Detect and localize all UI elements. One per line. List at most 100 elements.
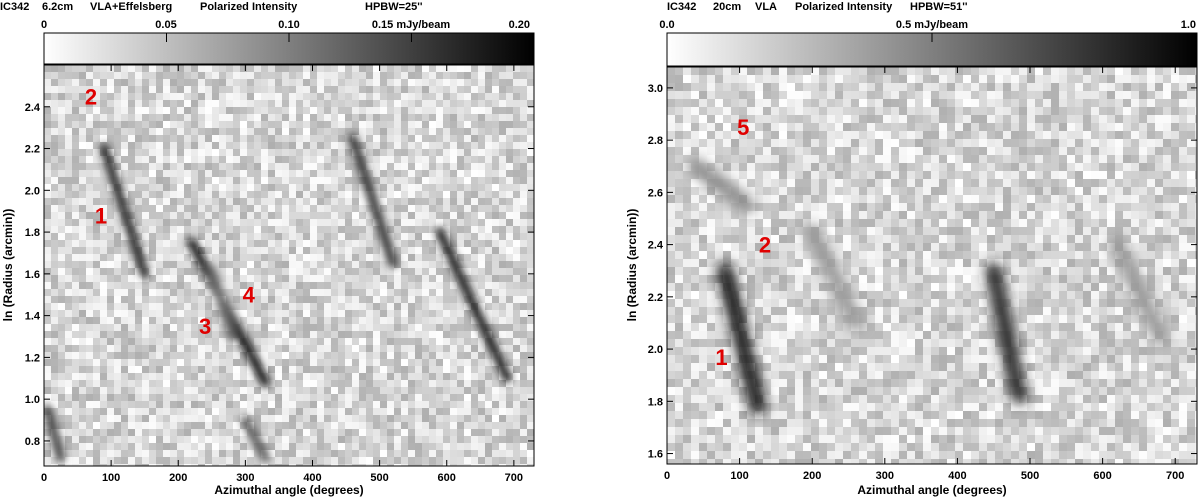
heatmap-cell xyxy=(317,170,324,177)
heatmap-cell xyxy=(86,240,93,247)
heatmap-cell xyxy=(163,205,170,212)
heatmap-cell xyxy=(338,149,345,156)
heatmap-cell xyxy=(177,457,184,464)
heatmap-cell xyxy=(303,310,310,317)
heatmap-cell xyxy=(699,131,707,139)
heatmap-cell xyxy=(212,331,219,338)
heatmap-cell xyxy=(156,135,163,142)
heatmap-cell xyxy=(212,142,219,149)
heatmap-cell xyxy=(79,135,86,142)
heatmap-cell xyxy=(955,139,963,147)
header-quantity: Polarized Intensity xyxy=(795,1,893,13)
heatmap-cell xyxy=(184,107,191,114)
heatmap-cell xyxy=(359,86,366,93)
heatmap-cell xyxy=(429,233,436,240)
heatmap-cell xyxy=(979,107,987,115)
heatmap-cell xyxy=(317,296,324,303)
heatmap-cell xyxy=(226,135,233,142)
heatmap-cell xyxy=(899,163,907,171)
heatmap-cell xyxy=(499,142,506,149)
heatmap-cell xyxy=(303,324,310,331)
heatmap-cell xyxy=(317,233,324,240)
heatmap-cell xyxy=(51,394,58,401)
heatmap-cell xyxy=(422,79,429,86)
heatmap-cell xyxy=(1107,83,1115,91)
heatmap-cell xyxy=(373,233,380,240)
heatmap-cell xyxy=(436,261,443,268)
heatmap-cell xyxy=(1179,99,1187,107)
heatmap-cell xyxy=(205,107,212,114)
heatmap-cell xyxy=(100,436,107,443)
heatmap-cell xyxy=(464,338,471,345)
heatmap-cell xyxy=(107,443,114,450)
heatmap-cell xyxy=(345,86,352,93)
heatmap-cell xyxy=(205,177,212,184)
heatmap-cell xyxy=(485,303,492,310)
heatmap-cell xyxy=(275,457,282,464)
heatmap-cell xyxy=(282,72,289,79)
heatmap-cell xyxy=(436,401,443,408)
heatmap-cell xyxy=(359,408,366,415)
heatmap-cell xyxy=(93,310,100,317)
heatmap-cell xyxy=(492,72,499,79)
heatmap-cell xyxy=(450,72,457,79)
heatmap-cell xyxy=(114,93,121,100)
heatmap-cell xyxy=(58,324,65,331)
heatmap-cell xyxy=(93,415,100,422)
heatmap-cell xyxy=(485,275,492,282)
heatmap-cell xyxy=(128,142,135,149)
heatmap-cell xyxy=(394,170,401,177)
heatmap-cell xyxy=(987,115,995,123)
heatmap-cell xyxy=(93,233,100,240)
heatmap-cell xyxy=(1043,67,1051,75)
heatmap-cell xyxy=(436,345,443,352)
heatmap-cell xyxy=(1107,91,1115,99)
heatmap-cell xyxy=(771,83,779,91)
heatmap-cell xyxy=(429,366,436,373)
heatmap-cell xyxy=(51,387,58,394)
heatmap-cell xyxy=(506,450,513,457)
heatmap-cell xyxy=(149,191,156,198)
heatmap-cell xyxy=(58,422,65,429)
heatmap-cell xyxy=(254,226,261,233)
heatmap-cell xyxy=(520,338,527,345)
heatmap-cell xyxy=(492,373,499,380)
heatmap-cell xyxy=(149,338,156,345)
heatmap-cell xyxy=(338,261,345,268)
heatmap-cell xyxy=(415,121,422,128)
heatmap-cell xyxy=(338,359,345,366)
heatmap-cell xyxy=(219,107,226,114)
heatmap-cell xyxy=(51,100,58,107)
heatmap-cell xyxy=(366,142,373,149)
heatmap-cell xyxy=(1083,107,1091,115)
heatmap-cell xyxy=(1003,115,1011,123)
heatmap-cell xyxy=(457,79,464,86)
heatmap-cell xyxy=(198,170,205,177)
heatmap-cell xyxy=(464,450,471,457)
heatmap-cell xyxy=(191,401,198,408)
heatmap-cell xyxy=(763,107,771,115)
heatmap-cell xyxy=(51,177,58,184)
heatmap-cell xyxy=(429,212,436,219)
heatmap-cell xyxy=(128,93,135,100)
heatmap-cell xyxy=(142,324,149,331)
heatmap-cell xyxy=(1059,107,1067,115)
heatmap-cell xyxy=(422,177,429,184)
heatmap-cell xyxy=(121,429,128,436)
heatmap-cell xyxy=(72,373,79,380)
heatmap-cell xyxy=(520,289,527,296)
heatmap-cell xyxy=(366,135,373,142)
heatmap-cell xyxy=(156,443,163,450)
heatmap-cell xyxy=(408,219,415,226)
heatmap-cell xyxy=(191,170,198,177)
heatmap-cell xyxy=(1051,115,1059,123)
heatmap-cell xyxy=(401,317,408,324)
heatmap-cell xyxy=(422,303,429,310)
heatmap-cell xyxy=(163,121,170,128)
heatmap-cell xyxy=(520,170,527,177)
heatmap-cell xyxy=(338,268,345,275)
heatmap-cell xyxy=(691,107,699,115)
heatmap-cell xyxy=(212,296,219,303)
heatmap-cell xyxy=(44,387,51,394)
heatmap-cell xyxy=(205,345,212,352)
